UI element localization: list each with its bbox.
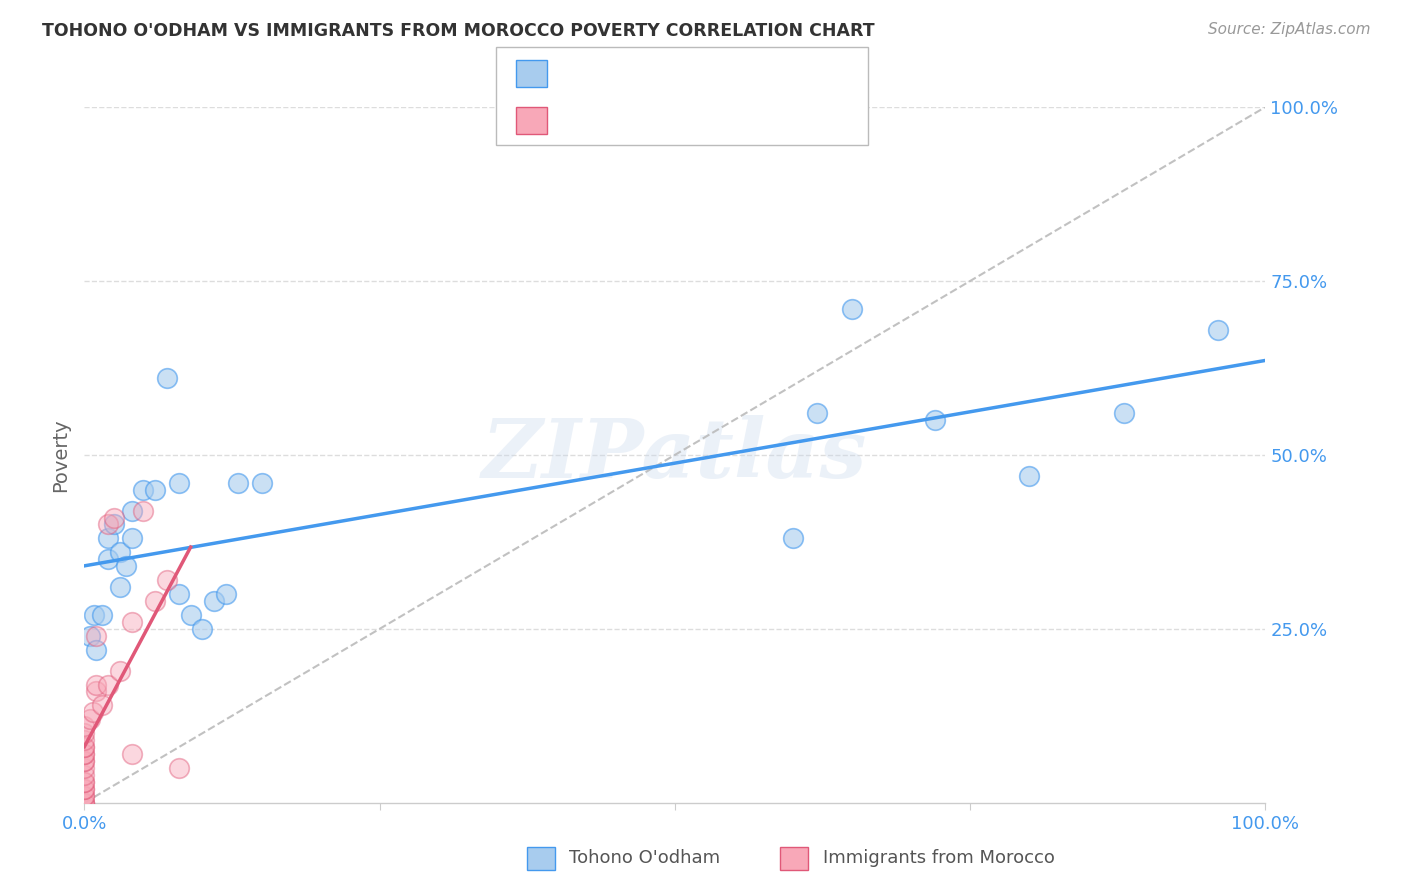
Point xyxy=(73,781,96,796)
Point xyxy=(156,573,179,587)
Point xyxy=(73,747,96,761)
Point xyxy=(250,475,273,490)
Point xyxy=(121,747,143,761)
Point xyxy=(82,706,104,720)
Point xyxy=(91,698,114,713)
Point xyxy=(114,559,136,574)
Point xyxy=(79,712,101,726)
Text: N =: N = xyxy=(666,64,718,82)
Point xyxy=(73,789,96,803)
Point xyxy=(73,781,96,796)
Point xyxy=(97,677,120,691)
Point xyxy=(73,719,96,733)
Point xyxy=(73,747,96,761)
Point xyxy=(79,629,101,643)
Point xyxy=(806,406,828,420)
Point xyxy=(84,629,107,643)
Point xyxy=(73,754,96,768)
Text: TOHONO O'ODHAM VS IMMIGRANTS FROM MOROCCO POVERTY CORRELATION CHART: TOHONO O'ODHAM VS IMMIGRANTS FROM MOROCC… xyxy=(42,22,875,40)
Text: Source: ZipAtlas.com: Source: ZipAtlas.com xyxy=(1208,22,1371,37)
Point xyxy=(215,587,238,601)
Point xyxy=(73,754,96,768)
Y-axis label: Poverty: Poverty xyxy=(52,418,70,491)
Point xyxy=(97,552,120,566)
Point xyxy=(84,677,107,691)
Point xyxy=(121,532,143,546)
Text: ZIPatlas: ZIPatlas xyxy=(482,415,868,495)
Point xyxy=(132,503,155,517)
Text: 0.516: 0.516 xyxy=(600,64,657,82)
Point xyxy=(143,594,166,608)
Point xyxy=(191,622,214,636)
Point xyxy=(73,796,96,810)
Point xyxy=(108,580,131,594)
Point xyxy=(73,733,96,747)
Point xyxy=(73,768,96,782)
Text: 36: 36 xyxy=(723,112,748,129)
Text: Tohono O'odham: Tohono O'odham xyxy=(569,849,720,867)
Text: 0.564: 0.564 xyxy=(600,112,657,129)
Point xyxy=(97,532,120,546)
Point xyxy=(73,726,96,740)
Point xyxy=(73,789,96,803)
Point xyxy=(73,796,96,810)
Point xyxy=(121,615,143,629)
Point xyxy=(103,510,125,524)
Point xyxy=(73,775,96,789)
Point xyxy=(841,301,863,316)
Point xyxy=(84,642,107,657)
Text: 30: 30 xyxy=(723,64,748,82)
Point xyxy=(226,475,249,490)
Point xyxy=(73,796,96,810)
Point xyxy=(156,371,179,385)
Point xyxy=(1018,468,1040,483)
Point xyxy=(167,587,190,601)
Point xyxy=(1112,406,1135,420)
Point xyxy=(103,517,125,532)
Point xyxy=(73,740,96,755)
Point xyxy=(73,761,96,775)
Point xyxy=(108,545,131,559)
Point xyxy=(924,413,946,427)
Point xyxy=(167,761,190,775)
Point xyxy=(121,503,143,517)
Point xyxy=(180,607,202,622)
Point xyxy=(782,532,804,546)
Point xyxy=(83,607,105,622)
Point xyxy=(73,740,96,755)
Text: R =: R = xyxy=(561,112,600,129)
Point xyxy=(167,475,190,490)
Point xyxy=(1206,323,1229,337)
Point xyxy=(202,594,225,608)
Text: Immigrants from Morocco: Immigrants from Morocco xyxy=(823,849,1054,867)
Point xyxy=(97,517,120,532)
Text: N =: N = xyxy=(666,112,718,129)
Point xyxy=(143,483,166,497)
Point xyxy=(91,607,114,622)
Point xyxy=(84,684,107,698)
Point xyxy=(73,775,96,789)
Point xyxy=(108,664,131,678)
Point xyxy=(132,483,155,497)
Text: R =: R = xyxy=(561,64,600,82)
